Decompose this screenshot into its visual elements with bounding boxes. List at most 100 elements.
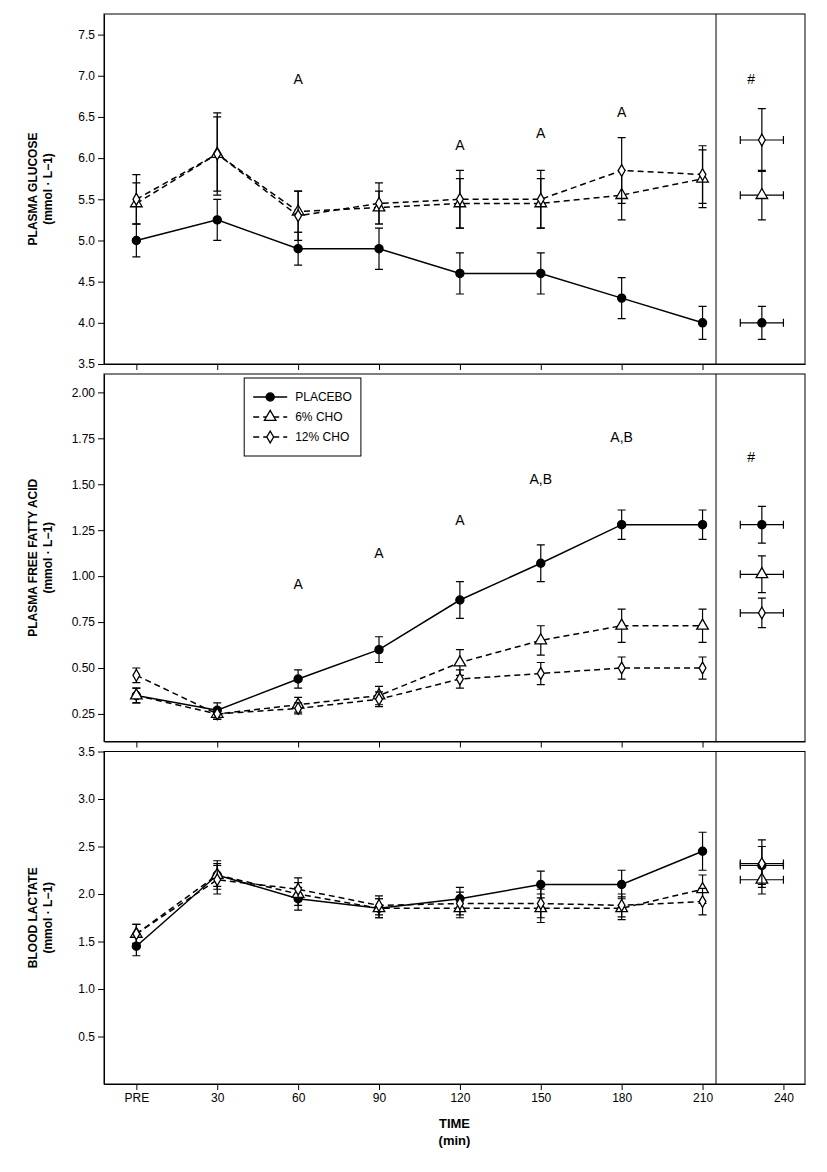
series-line [136,626,702,714]
y-tick-label: 5.5 [78,193,95,207]
x-tick: 30 [211,1084,225,1105]
y-tick: 0.75 [72,615,104,629]
y-tick-mark [98,530,104,531]
error-bar [375,896,383,915]
y-tick-label: 1.25 [72,524,96,538]
y-tick-mark [98,282,104,283]
x-tick-mark [136,364,137,370]
x-tick-mark [379,742,380,748]
series-line [136,220,702,323]
x-axis-line [105,742,806,743]
error-bar [294,878,302,901]
x-tick-mark [217,742,218,748]
legend-label: 6% CHO [295,410,342,424]
post-error-bar-y [758,840,766,888]
y-tick-mark [98,392,104,393]
legend-label: 12% CHO [295,430,349,444]
annotation: A [536,125,546,141]
data-point [214,708,221,720]
x-tick-mark [541,1084,542,1090]
y-tick-label: 2.0 [78,887,95,901]
data-point [375,245,383,253]
error-bar [618,894,626,917]
x-tick-mark [622,742,623,748]
data-point [618,662,625,674]
error-bar [699,306,707,339]
legend-marker [264,410,276,420]
error-bar [456,582,464,619]
data-point [294,245,302,253]
data-point [294,675,302,683]
y-tick-mark [98,622,104,623]
x-tick [136,742,137,748]
y-tick: 1.75 [72,432,104,446]
x-tick: 90 [373,1084,387,1105]
data-point [214,148,221,160]
plot-area [131,14,784,364]
x-tick-mark [703,742,704,748]
y-tick-mark [98,76,104,77]
error-bar [213,199,221,240]
error-bar [456,892,464,915]
annotation: A,B [529,471,552,487]
error-bar [294,670,302,688]
y-tick-label: 3.5 [78,357,95,371]
error-bar [294,191,302,240]
error-bar [132,668,140,683]
post-point [758,319,766,327]
series-line [136,851,702,946]
y-tick-mark [98,942,104,943]
x-tick [622,742,623,748]
y-tick-mark [98,323,104,324]
error-bar [213,866,221,895]
error-bar [456,170,464,228]
x-tick-mark [541,364,542,370]
series [132,832,783,956]
series-line [136,154,702,216]
x-tick: PRE [125,1084,150,1105]
data-point [376,693,383,705]
x-tick-label: 30 [211,1091,225,1105]
x-tick-mark [298,364,299,370]
annotation: A [617,104,627,120]
y-axis: 3.54.04.55.05.56.06.57.07.5 [78,15,104,372]
x-tick-label: 210 [693,1091,713,1105]
data-point [699,169,706,181]
data-point [375,646,383,654]
x-tick-mark [379,364,380,370]
error-bar [618,278,626,319]
y-tick-mark [98,35,104,36]
data-point [295,210,302,222]
y-tick-label: 0.5 [78,1030,95,1044]
legend-label: PLACEBO [295,390,352,404]
annotation: # [747,449,755,465]
data-point [535,634,547,644]
error-bar [699,657,707,679]
post-point [758,521,766,529]
post-error-bar-y [758,306,766,339]
error-bar [618,657,626,679]
x-tick-label: 90 [373,1091,387,1105]
y-tick-mark [98,117,104,118]
x-tick-mark [379,1084,380,1090]
y-tick-mark [98,240,104,241]
y-tick-mark [98,894,104,895]
y-axis-title-line: (mmol · L−1) [41,522,55,594]
annotation: A [374,545,384,561]
legend-marker [266,393,274,401]
x-tick-mark [136,742,137,748]
data-point [456,269,464,277]
error-bar [537,662,545,684]
annotation: A [455,137,465,153]
y-tick-label: 2.5 [78,840,95,854]
y-axis-title-line: BLOOD LACTATE [26,867,40,968]
x-axis [105,742,806,748]
x-axis-line [105,364,806,365]
legend-marker [267,431,274,443]
plot-frame [104,374,805,742]
x-tick [622,364,623,370]
y-tick-mark [98,364,104,365]
y-tick-mark [98,847,104,848]
series [132,840,783,944]
series [132,109,783,241]
